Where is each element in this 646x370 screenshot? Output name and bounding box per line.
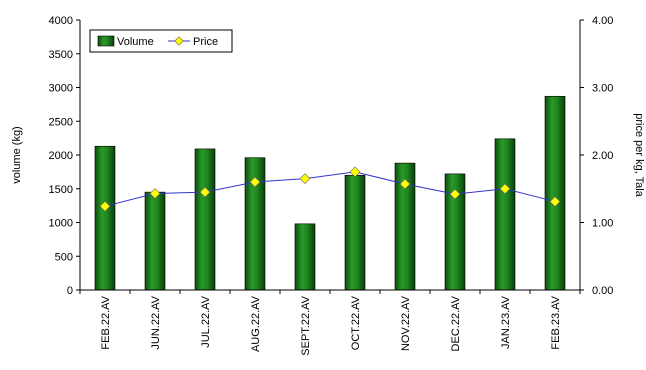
category-label: SEPT.22.AV [300,295,312,355]
price-marker [499,183,511,195]
category-label: JAN.23.AV [500,295,512,349]
category-labels: FEB.22.AV JUN.22.AV JUL.22.AV AUG.22.AV SEPT… [79,290,581,356]
left-tick-label: 1000 [49,218,73,230]
price-marker [149,188,161,199]
category-label: FEB.23.AV [550,295,562,349]
volume-bar [494,138,516,291]
volume-bar [144,191,166,291]
legend-volume-label: Volume [117,36,154,48]
price-line-series [99,166,561,212]
category-label: OCT.22.AV [350,295,362,350]
price-marker [199,186,211,198]
right-tick-label: 0.00 [592,285,613,297]
right-axis-ticks: 0.00 1.00 2.00 3.00 4.00 [580,15,613,297]
price-marker [399,178,411,190]
y-axis-title-left: volume (kg) [11,126,23,183]
left-tick-label: 0 [67,285,73,297]
left-tick-label: 500 [55,251,73,263]
legend: Volume Price [89,29,233,53]
category-label: JUN.22.AV [150,295,162,349]
volume-bar [344,174,366,291]
left-tick-label: 1500 [49,184,73,196]
category-label: AUG.22.AV [250,295,262,352]
volume-bar [94,145,116,291]
right-tick-label: 2.00 [592,150,613,162]
price-marker [549,196,561,207]
left-tick-label: 3000 [49,83,73,95]
left-axis-ticks: 0 500 1000 1500 2000 2500 3000 3500 4000 [49,15,80,297]
legend-price-marker [174,36,184,46]
legend-price-label: Price [193,36,218,48]
y-axis-title-right: price per kg, Tala [633,113,645,197]
left-tick-label: 2000 [49,150,73,162]
price-marker [99,200,111,212]
left-tick-label: 3500 [49,49,73,61]
volume-bar [544,95,566,291]
price-marker [349,166,361,178]
category-label: DEC.22.AV [450,295,462,351]
category-label: FEB.22.AV [100,295,112,349]
left-tick-label: 2500 [49,116,73,128]
right-tick-label: 3.00 [592,83,613,95]
volume-bar [194,148,216,291]
price-marker [249,176,261,188]
right-tick-label: 4.00 [592,15,613,27]
price-line [104,171,556,207]
right-tick-label: 1.00 [592,218,613,230]
left-tick-label: 4000 [49,15,73,27]
category-label: JUL.22.AV [200,295,212,347]
legend-volume-swatch [97,35,115,47]
legend-box [89,29,233,53]
category-label: NOV.22.AV [400,295,412,351]
price-marker [449,188,461,200]
price-marker [299,173,311,184]
volume-bar [294,223,316,291]
